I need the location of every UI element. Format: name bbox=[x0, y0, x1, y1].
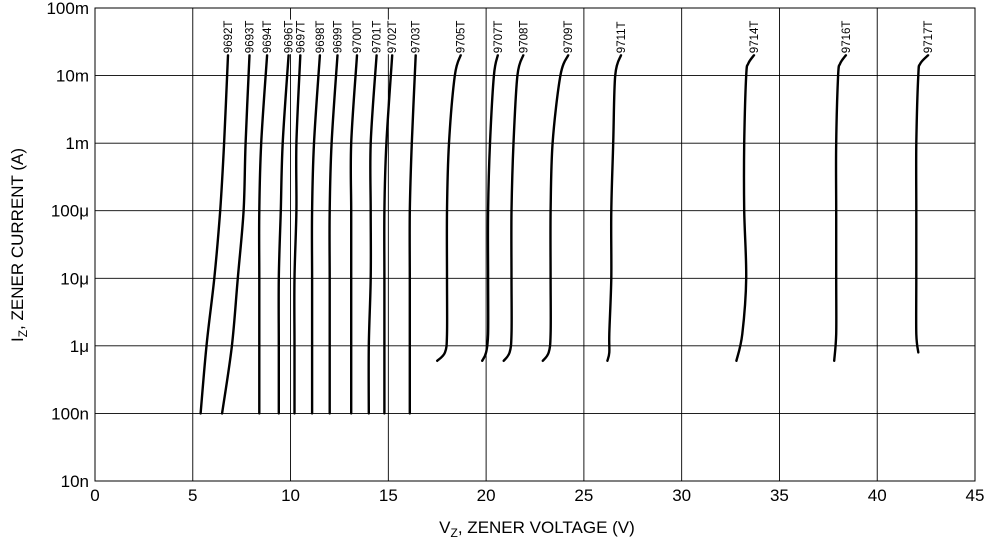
series-label-9717T: 9717T bbox=[923, 21, 935, 54]
series-line-9693T bbox=[220, 54, 251, 415]
series-label-background bbox=[517, 19, 529, 55]
series-label-background bbox=[839, 19, 851, 55]
series-label-9694T: 9694T bbox=[262, 21, 274, 54]
y-tick-label: 100n bbox=[51, 404, 89, 423]
series-line-9705T bbox=[436, 54, 462, 362]
y-tick-label: 10n bbox=[61, 472, 89, 491]
series-label-background bbox=[922, 19, 934, 55]
series-label-background bbox=[331, 19, 343, 55]
x-tick-label: 40 bbox=[868, 486, 887, 505]
series-line-9701T bbox=[367, 54, 378, 415]
x-tick-label: 0 bbox=[90, 486, 99, 505]
y-tick-label: 10μ bbox=[60, 269, 89, 288]
series-label-background bbox=[221, 19, 233, 55]
series-label-9702T: 9702T bbox=[387, 21, 399, 54]
series-label-background bbox=[313, 19, 325, 55]
y-tick-label: 10m bbox=[56, 67, 89, 86]
series-label-background bbox=[351, 19, 363, 55]
series-label-9697T: 9697T bbox=[295, 21, 307, 54]
series-line-9703T bbox=[408, 54, 417, 415]
series-line-9714T bbox=[735, 54, 756, 362]
x-tick-labels: 0 5 10 15 20 25 30 35 40 45 bbox=[90, 486, 984, 505]
series-label-background bbox=[454, 19, 466, 55]
grid-lines bbox=[94, 7, 976, 482]
series-labels: 9692T 9693T 9694T 9696T 9697T 9698T 9699T 9700T… bbox=[221, 19, 935, 55]
series-label-9705T: 9705T bbox=[456, 21, 468, 54]
series-line-9708T bbox=[502, 54, 525, 362]
y-tick-label: 100m bbox=[46, 0, 89, 18]
series-label-9716T: 9716T bbox=[841, 21, 853, 54]
series-line-9697T bbox=[293, 54, 302, 415]
y-axis-label: IZ, ZENER CURRENT (A) bbox=[8, 148, 30, 342]
y-tick-label: 1m bbox=[65, 134, 89, 153]
series-label-background bbox=[562, 19, 574, 55]
series-label-background bbox=[294, 19, 306, 55]
x-tick-label: 25 bbox=[574, 486, 593, 505]
series-label-9696T: 9696T bbox=[284, 21, 296, 54]
series-label-9699T: 9699T bbox=[333, 21, 345, 54]
series-line-9692T bbox=[199, 54, 230, 415]
y-tick-labels: 10n 100n 1μ 10μ 100μ 1m 10m 100m bbox=[46, 0, 89, 491]
series-line-9694T bbox=[257, 54, 269, 415]
series-line-9716T bbox=[833, 54, 848, 362]
x-tick-label: 35 bbox=[770, 486, 789, 505]
x-tick-label: 10 bbox=[281, 486, 300, 505]
series-label-background bbox=[409, 19, 421, 55]
series-label-9692T: 9692T bbox=[223, 21, 235, 54]
series-label-9714T: 9714T bbox=[749, 21, 761, 54]
series-line-9709T bbox=[541, 54, 570, 362]
x-tick-label: 45 bbox=[966, 486, 985, 505]
series-line-9711T bbox=[606, 54, 623, 362]
x-tick-label: 20 bbox=[477, 486, 496, 505]
series-label-9709T: 9709T bbox=[563, 21, 575, 54]
series-curves bbox=[199, 54, 930, 415]
series-line-9702T bbox=[383, 54, 394, 415]
series-line-9699T bbox=[328, 54, 339, 415]
series-label-9707T: 9707T bbox=[493, 21, 505, 54]
x-axis-label: VZ, ZENER VOLTAGE (V) bbox=[439, 518, 635, 540]
series-line-9698T bbox=[310, 54, 322, 415]
series-label-9700T: 9700T bbox=[352, 21, 364, 54]
series-line-9717T bbox=[914, 54, 930, 354]
series-label-background bbox=[243, 19, 255, 55]
series-label-9693T: 9693T bbox=[245, 21, 257, 54]
y-tick-label: 1μ bbox=[70, 337, 89, 356]
series-label-9711T: 9711T bbox=[616, 21, 628, 53]
series-line-9700T bbox=[349, 54, 359, 415]
series-line-9696T bbox=[277, 54, 290, 415]
series-label-background bbox=[491, 19, 503, 55]
series-label-9701T: 9701T bbox=[372, 21, 384, 54]
series-label-background bbox=[282, 19, 294, 55]
series-label-background bbox=[748, 19, 760, 55]
series-label-9703T: 9703T bbox=[411, 21, 423, 54]
series-line-9707T bbox=[481, 54, 499, 362]
series-label-background bbox=[615, 20, 627, 55]
y-tick-label: 100μ bbox=[51, 202, 89, 221]
plot-frame bbox=[94, 7, 976, 482]
series-label-9698T: 9698T bbox=[315, 21, 327, 54]
series-label-background bbox=[370, 19, 382, 55]
series-label-background bbox=[386, 19, 398, 55]
series-label-9708T: 9708T bbox=[518, 21, 530, 54]
x-tick-label: 15 bbox=[379, 486, 398, 505]
x-tick-label: 30 bbox=[672, 486, 691, 505]
series-label-background bbox=[261, 19, 273, 55]
x-tick-label: 5 bbox=[188, 486, 197, 505]
